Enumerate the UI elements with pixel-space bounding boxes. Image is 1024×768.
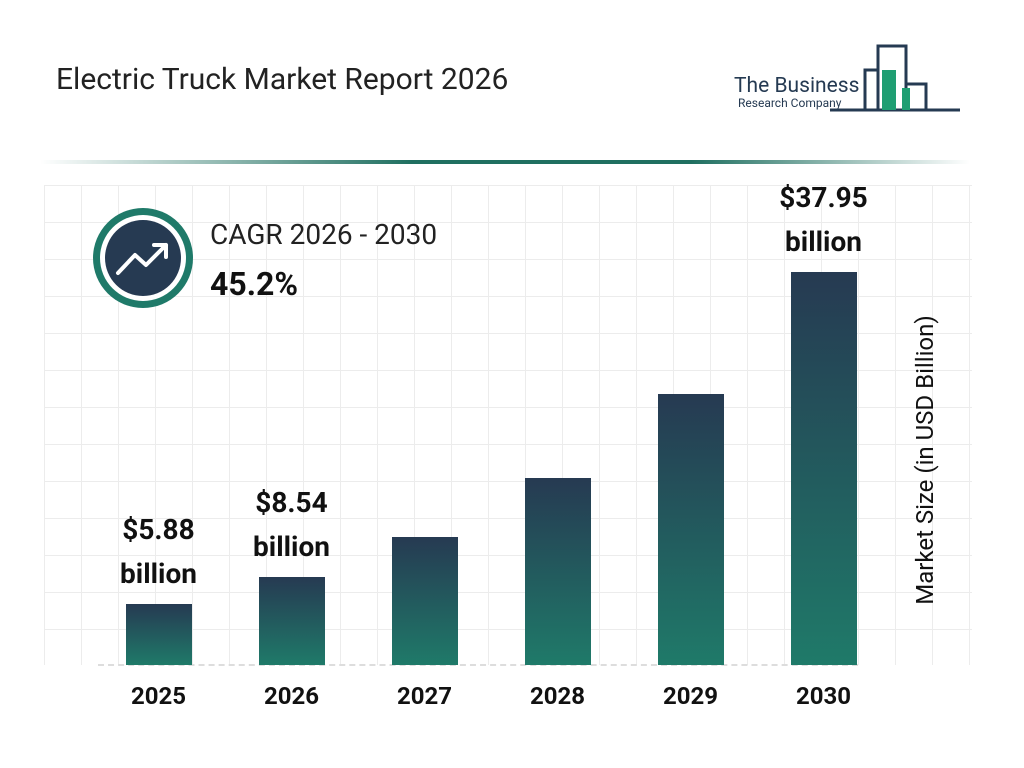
divider	[40, 160, 970, 164]
logo-text: The Business	[734, 74, 859, 98]
logo: The Business Research Company	[734, 44, 960, 112]
y-axis-label: Market Size (in USD Billion)	[911, 315, 939, 605]
x-tick-label: 2026	[263, 682, 320, 710]
cagr-value: 45.2%	[210, 265, 299, 303]
x-tick-label: 2028	[529, 682, 586, 710]
cagr-label: CAGR 2026 - 2030	[210, 218, 438, 251]
bar	[125, 604, 192, 665]
value-label: $5.88 billion	[120, 513, 197, 591]
bar	[258, 576, 325, 665]
x-tick-label: 2029	[662, 682, 719, 710]
cagr-icon	[93, 208, 193, 308]
value-label: $37.95 billion	[779, 181, 868, 258]
bar	[657, 394, 724, 665]
bar	[391, 536, 458, 665]
x-tick-label: 2030	[795, 682, 852, 710]
value-label: $8.54 billion	[253, 485, 330, 563]
bar	[524, 478, 591, 665]
title: Electric Truck Market Report 2026	[56, 62, 509, 97]
x-tick-label: 2027	[396, 682, 453, 710]
logo-subtext: Research Company	[738, 96, 842, 110]
baseline	[98, 664, 858, 666]
x-tick-label: 2025	[130, 682, 187, 710]
bar	[790, 272, 857, 665]
